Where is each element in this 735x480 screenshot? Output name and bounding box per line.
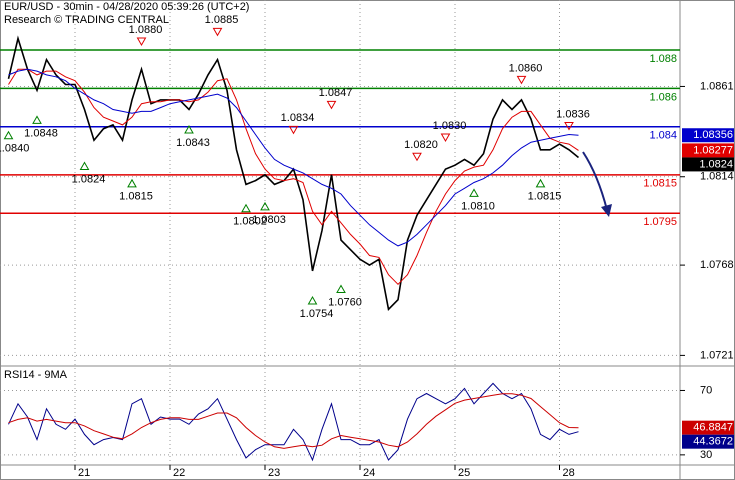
y-tick-label: 1.0768 bbox=[700, 259, 734, 271]
swing-label: 1.0880 bbox=[129, 24, 163, 36]
last-value-box bbox=[682, 157, 734, 172]
swing-label: 1.0840 bbox=[0, 143, 29, 155]
series-line bbox=[8, 393, 579, 449]
swing-label: 1.0836 bbox=[556, 108, 590, 120]
y-tick-label: 70 bbox=[700, 384, 712, 396]
x-tick-label: 28 bbox=[563, 467, 575, 479]
x-tick-label: 24 bbox=[363, 467, 375, 479]
last-value-label: 1.0824 bbox=[699, 158, 733, 170]
x-tick-label: 22 bbox=[173, 467, 185, 479]
series-line bbox=[8, 382, 579, 462]
level-label: 1.088 bbox=[649, 53, 677, 65]
level-label: 1.086 bbox=[649, 91, 677, 103]
last-value-label: 1.08277 bbox=[693, 144, 733, 156]
swing-label: 1.0843 bbox=[176, 137, 210, 149]
x-tick-label: 23 bbox=[268, 467, 280, 479]
last-value-box bbox=[682, 143, 734, 158]
level-label: 1.0795 bbox=[643, 216, 677, 228]
swing-marker bbox=[127, 178, 137, 188]
last-value-label: 46.8847 bbox=[693, 422, 733, 434]
level-label: 1.084 bbox=[649, 130, 677, 142]
swing-label: 1.0885 bbox=[205, 14, 239, 26]
last-value-box bbox=[682, 128, 734, 143]
projection-arrowhead bbox=[601, 204, 612, 217]
chart-title: EUR/USD - 30min - 04/28/2020 05:39:26 (U… bbox=[4, 1, 249, 13]
projection-arrow bbox=[582, 151, 608, 211]
swing-label: 1.0834 bbox=[281, 112, 315, 124]
swing-marker bbox=[288, 125, 299, 135]
swing-label: 1.0810 bbox=[461, 200, 495, 212]
last-value-box bbox=[682, 420, 734, 435]
chart-subtitle: Research © TRADING CENTRAL bbox=[4, 14, 169, 26]
series-line bbox=[8, 68, 579, 286]
last-value-label: 44.3672 bbox=[693, 436, 733, 448]
swing-marker bbox=[326, 100, 337, 110]
swing-marker bbox=[564, 121, 574, 131]
swing-marker bbox=[3, 130, 14, 140]
swing-label: 1.0860 bbox=[509, 62, 543, 74]
swing-label: 1.0815 bbox=[528, 191, 562, 203]
swing-label: 1.0847 bbox=[319, 87, 353, 99]
swing-label: 1.0820 bbox=[404, 139, 438, 151]
y-tick-label: 1.0814 bbox=[700, 171, 734, 183]
y-tick-label: 1.0721 bbox=[700, 349, 734, 361]
swing-marker bbox=[136, 37, 147, 46]
swing-label: 1.0802 bbox=[233, 216, 267, 228]
swing-label: 1.0830 bbox=[433, 120, 467, 132]
swing-marker bbox=[212, 27, 223, 37]
swing-label: 1.0760 bbox=[328, 296, 362, 308]
swing-label: 1.0815 bbox=[119, 191, 153, 203]
swing-marker bbox=[307, 295, 318, 305]
last-value-label: 1.08356 bbox=[693, 129, 733, 141]
swing-marker bbox=[440, 133, 451, 143]
swing-marker bbox=[32, 115, 42, 124]
swing-label: 1.0848 bbox=[24, 127, 58, 139]
x-tick-label: 21 bbox=[78, 467, 90, 479]
swing-marker bbox=[412, 152, 422, 162]
swing-marker bbox=[260, 201, 270, 211]
swing-marker bbox=[184, 125, 194, 134]
swing-label: 1.0824 bbox=[72, 173, 106, 185]
series-line bbox=[8, 68, 579, 247]
swing-label: 1.0754 bbox=[300, 308, 334, 320]
swing-marker bbox=[516, 75, 527, 85]
y-tick-label: 30 bbox=[700, 449, 712, 461]
y-tick-label: 1.0861 bbox=[700, 80, 734, 92]
swing-marker bbox=[336, 284, 346, 293]
swing-label: 1.0803 bbox=[252, 214, 286, 226]
swing-marker bbox=[535, 178, 546, 188]
x-tick-label: 25 bbox=[458, 467, 470, 479]
swing-marker bbox=[469, 188, 479, 197]
level-label: 1.0815 bbox=[643, 178, 677, 190]
swing-marker bbox=[241, 203, 251, 213]
swing-marker bbox=[79, 161, 90, 171]
last-value-box bbox=[682, 434, 734, 449]
rsi-title: RSI14 - 9MA bbox=[4, 369, 68, 381]
